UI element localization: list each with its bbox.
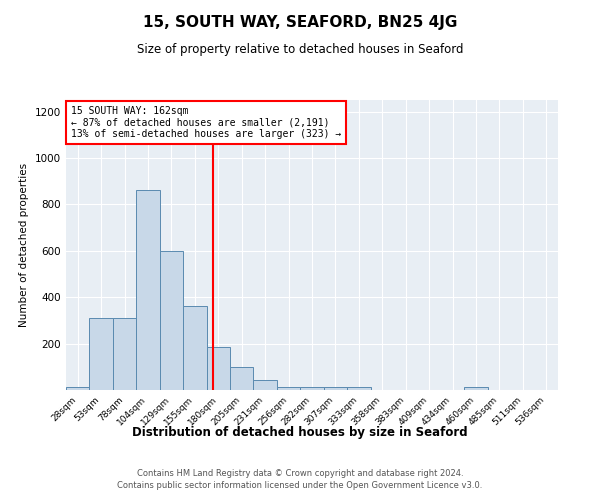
Bar xyxy=(66,386,89,390)
Text: 15, SOUTH WAY, SEAFORD, BN25 4JG: 15, SOUTH WAY, SEAFORD, BN25 4JG xyxy=(143,15,457,30)
Bar xyxy=(300,386,324,390)
Bar xyxy=(347,386,371,390)
Bar xyxy=(89,318,113,390)
Text: Size of property relative to detached houses in Seaford: Size of property relative to detached ho… xyxy=(137,42,463,56)
Bar xyxy=(464,386,488,390)
Text: Contains HM Land Registry data © Crown copyright and database right 2024.: Contains HM Land Registry data © Crown c… xyxy=(137,468,463,477)
Bar xyxy=(206,347,230,390)
Bar xyxy=(113,318,136,390)
Text: Contains public sector information licensed under the Open Government Licence v3: Contains public sector information licen… xyxy=(118,481,482,490)
Bar xyxy=(253,380,277,390)
Y-axis label: Number of detached properties: Number of detached properties xyxy=(19,163,29,327)
Bar xyxy=(324,386,347,390)
Text: 15 SOUTH WAY: 162sqm
← 87% of detached houses are smaller (2,191)
13% of semi-de: 15 SOUTH WAY: 162sqm ← 87% of detached h… xyxy=(71,106,341,139)
Bar xyxy=(277,386,300,390)
Bar xyxy=(230,367,253,390)
Bar xyxy=(160,251,183,390)
Bar xyxy=(136,190,160,390)
Bar xyxy=(183,306,206,390)
Text: Distribution of detached houses by size in Seaford: Distribution of detached houses by size … xyxy=(132,426,468,439)
